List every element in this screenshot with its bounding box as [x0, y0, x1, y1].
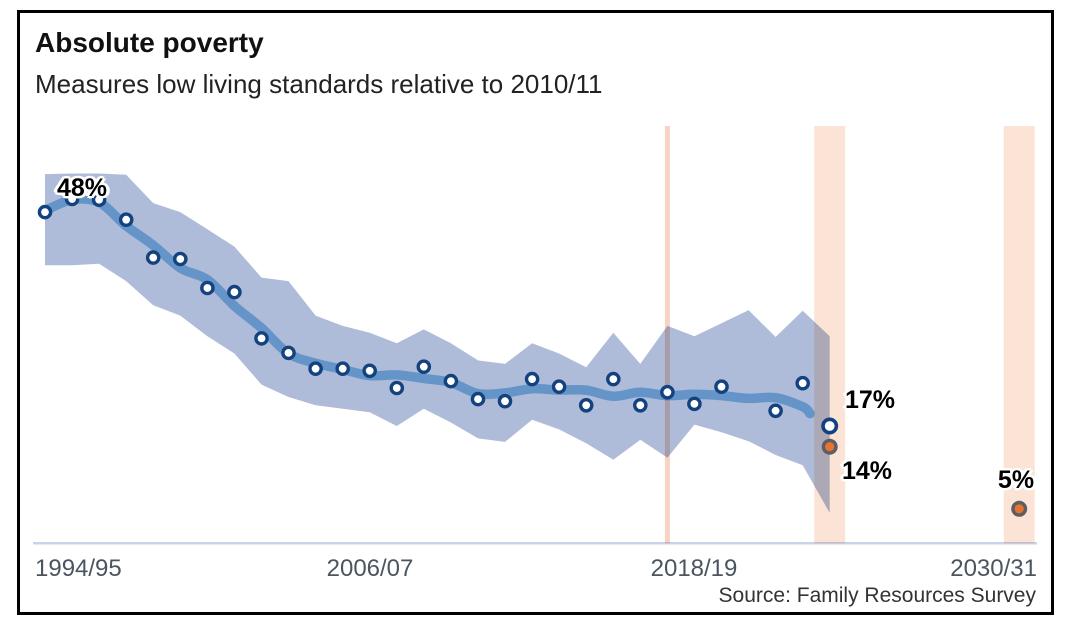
- data-point-marker-1997-98: [118, 212, 134, 227]
- highlight-band-2030-31: [1003, 126, 1035, 544]
- x-tick-1994-95: 1994/95: [35, 555, 122, 582]
- data-point-marker-2022-23: [795, 375, 811, 391]
- data-point-marker-2021-22: [768, 403, 783, 419]
- data-point-marker-2014-15: [578, 397, 594, 413]
- annotation-2030-31-target-value: 5%: [997, 466, 1035, 494]
- highlight-band-2023-24: [814, 126, 846, 544]
- annotation-2023-24-survey-value: 17%: [845, 386, 896, 414]
- data-point-marker-1995-96: [64, 191, 80, 207]
- data-point-marker-2002-03: [254, 331, 269, 346]
- data-point-marker-2017-18: [660, 384, 675, 400]
- data-point-marker-1994-95: [37, 204, 53, 220]
- data-point-marker-1996-97: [91, 192, 107, 207]
- data-point-marker-2015-16: [606, 371, 621, 387]
- data-point-marker-1999-00: [172, 251, 188, 267]
- data-point-marker-2010-11: [470, 391, 486, 407]
- data-point-marker-2004-05: [308, 361, 323, 377]
- data-point-marker-2006-07: [362, 363, 378, 379]
- projection-dot-2030-31: [1011, 500, 1028, 517]
- data-point-marker-2008-09: [416, 359, 432, 375]
- data-point-marker-1998-99: [145, 250, 161, 265]
- data-point-marker-2018-19: [687, 396, 702, 412]
- data-point-marker-2016-17: [633, 397, 648, 413]
- projection-dot-2023-24: [821, 438, 838, 455]
- x-tick-2030-31: 2030/31: [950, 555, 1037, 582]
- trend-line: [40, 194, 815, 419]
- data-point-marker-2003-04: [281, 345, 296, 361]
- data-point-marker-2000-01: [200, 280, 215, 296]
- data-point-marker-2012-13: [524, 371, 540, 387]
- data-point-marker-2019-20: [714, 379, 729, 395]
- source-note: Source: Family Resources Survey: [718, 584, 1036, 607]
- data-point-marker-2001-02: [227, 284, 242, 300]
- confidence-band: [45, 173, 830, 513]
- chart-title: Absolute poverty: [35, 27, 264, 58]
- x-tick-2006-07: 2006/07: [326, 555, 414, 582]
- chart-frame-border: [17, 10, 1054, 615]
- data-point-marker-2011-12: [497, 393, 513, 409]
- data-point-marker-2023-24: [821, 417, 839, 435]
- data-point-marker-2007-08: [389, 380, 405, 396]
- highlight-line-2017-18: [664, 126, 670, 544]
- data-point-marker-2013-14: [551, 379, 567, 395]
- data-point-marker-2005-06: [335, 361, 351, 377]
- annotation-1994-95-value: 48%: [57, 174, 108, 202]
- data-point-marker-2009-10: [443, 373, 459, 389]
- x-tick-2018-19: 2018/19: [650, 555, 738, 582]
- annotation-2023-24-projection-value: 14%: [842, 457, 893, 485]
- chart-subtitle: Measures low living standards relative t…: [35, 69, 603, 99]
